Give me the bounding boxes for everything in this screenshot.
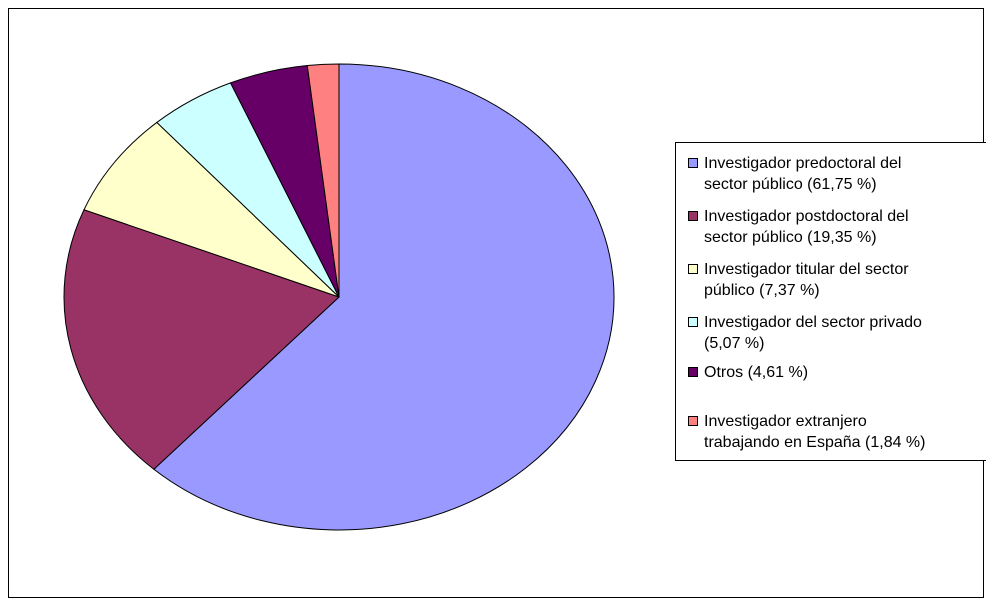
legend-label: Investigador titular del sector público …	[704, 261, 909, 299]
chart-frame: Investigador predoctoral del sector públ…	[8, 8, 986, 598]
legend-swatch	[688, 317, 698, 327]
legend-swatch	[688, 264, 698, 274]
pie-slice-6	[306, 63, 340, 298]
legend-swatch	[688, 211, 698, 221]
legend-label: Investigador postdoctoral del sector púb…	[704, 208, 909, 246]
legend-swatch	[688, 367, 698, 377]
pie-slice-1	[153, 63, 615, 531]
legend-label: Investigador del sector privado (5,07 %)	[704, 314, 922, 352]
legend-label: Investigador predoctoral del sector públ…	[704, 155, 902, 193]
pie-slice-3	[83, 121, 340, 298]
pie-chart	[63, 63, 615, 531]
legend-swatch	[688, 416, 698, 426]
legend-label: Investigador extranjero trabajando en Es…	[704, 413, 926, 451]
legend-swatch	[688, 158, 698, 168]
legend-label: Otros (4,61 %)	[704, 364, 809, 381]
pie-slice-2	[63, 209, 340, 470]
legend: Investigador predoctoral del sector públ…	[675, 142, 986, 461]
